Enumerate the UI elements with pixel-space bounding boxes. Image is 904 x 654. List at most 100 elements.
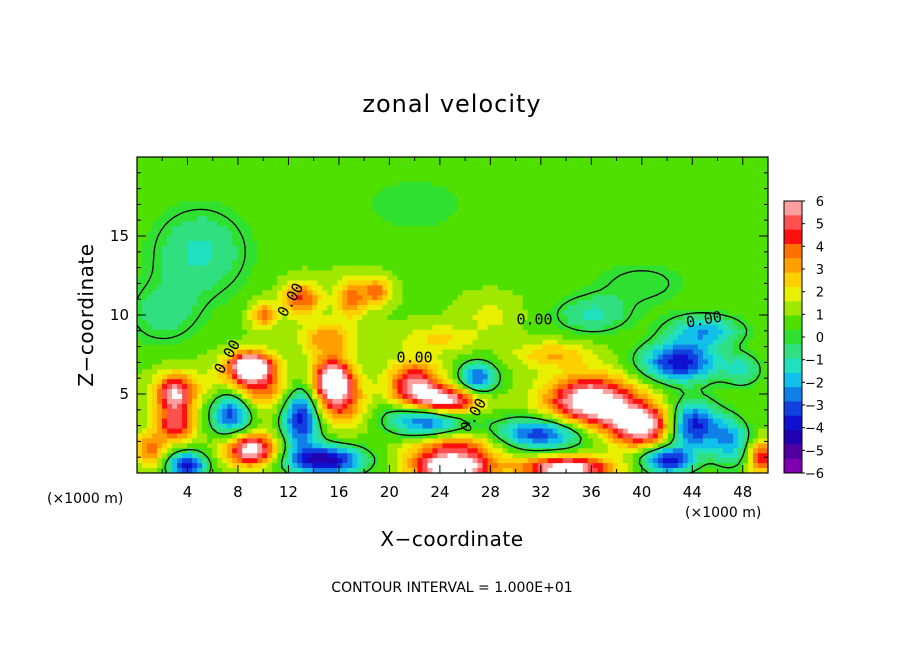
heatmap-cell — [682, 166, 689, 173]
heatmap-cell — [507, 339, 514, 346]
heatmap-cell — [287, 226, 293, 232]
heatmap-cell — [412, 166, 419, 173]
heatmap-cell — [452, 265, 459, 272]
heatmap-cell — [522, 250, 529, 257]
heatmap-cell — [307, 236, 313, 242]
heatmap-cell — [292, 295, 298, 301]
heatmap-cell — [487, 226, 494, 232]
heatmap-cell — [277, 329, 283, 336]
heatmap-cell — [632, 226, 639, 232]
heatmap-cell — [267, 186, 273, 193]
heatmap-cell — [237, 196, 243, 203]
heatmap-cell — [572, 255, 579, 262]
heatmap-cell — [677, 186, 684, 193]
heatmap-cell — [282, 329, 288, 336]
heatmap-cell — [277, 349, 283, 356]
heatmap-cell — [432, 186, 439, 193]
heatmap-cell — [397, 300, 404, 306]
heatmap-cell — [427, 285, 434, 291]
heatmap-cell — [682, 191, 689, 198]
heatmap-cell — [757, 201, 764, 207]
heatmap-cell — [302, 339, 308, 346]
heatmap-cell — [187, 161, 193, 168]
heatmap-cell — [742, 181, 749, 188]
heatmap-cell — [502, 196, 509, 203]
heatmap-cell — [547, 255, 554, 262]
heatmap-cell — [457, 344, 464, 351]
heatmap-cell — [747, 186, 754, 193]
heatmap-cell — [562, 329, 569, 336]
heatmap-cell — [557, 176, 564, 183]
heatmap-cell — [562, 260, 569, 267]
heatmap-cell — [427, 226, 434, 232]
heatmap-cell — [592, 211, 599, 217]
heatmap-cell — [747, 334, 754, 341]
heatmap-cell — [297, 216, 303, 222]
heatmap-cell — [467, 285, 474, 291]
heatmap-cell — [697, 166, 704, 173]
heatmap-cell — [357, 161, 363, 168]
heatmap-cell — [562, 280, 569, 286]
heatmap-cell — [537, 255, 544, 262]
heatmap-cell — [622, 236, 629, 242]
heatmap-cell — [332, 285, 338, 291]
heatmap-cell — [742, 334, 749, 341]
heatmap-cell — [632, 206, 639, 212]
heatmap-cell — [152, 186, 158, 193]
heatmap-cell — [322, 216, 328, 222]
heatmap-cell — [317, 349, 323, 356]
heatmap-cell — [487, 196, 494, 203]
heatmap-cell — [397, 349, 404, 356]
heatmap-cell — [642, 171, 649, 178]
heatmap-cell — [292, 206, 298, 212]
heatmap-cell — [662, 300, 669, 306]
heatmap-cell — [597, 206, 604, 212]
heatmap-cell — [157, 221, 163, 227]
heatmap-cell — [737, 310, 744, 316]
heatmap-cell — [152, 240, 158, 247]
heatmap-cell — [152, 270, 158, 277]
heatmap-cell — [762, 260, 768, 267]
heatmap-cell — [292, 290, 298, 296]
heatmap-cell — [197, 324, 203, 331]
heatmap-cell — [292, 315, 298, 321]
heatmap-cell — [202, 339, 208, 346]
heatmap-cell — [397, 344, 404, 351]
heatmap-cell — [502, 344, 509, 351]
heatmap-cell — [167, 300, 173, 306]
heatmap-cell — [622, 176, 629, 183]
heatmap-cell — [617, 181, 624, 188]
heatmap-cell — [322, 240, 328, 247]
heatmap-cell — [417, 275, 424, 282]
heatmap-cell — [412, 315, 419, 321]
heatmap-cell — [367, 240, 373, 247]
heatmap-cell — [542, 191, 549, 198]
heatmap-cell — [622, 161, 629, 168]
heatmap-cell — [432, 310, 439, 316]
heatmap-cell — [272, 211, 278, 217]
heatmap-cell — [512, 290, 519, 296]
heatmap-cell — [717, 324, 724, 331]
heatmap-cell — [557, 270, 564, 277]
heatmap-cell — [627, 250, 634, 257]
heatmap-cell — [632, 196, 639, 203]
heatmap-cell — [617, 171, 624, 178]
heatmap-cell — [292, 211, 298, 217]
heatmap-cell — [757, 186, 764, 193]
heatmap-cell — [697, 275, 704, 282]
heatmap-cell — [302, 161, 308, 168]
heatmap-cell — [287, 211, 293, 217]
heatmap-cell — [422, 236, 429, 242]
heatmap-cell — [152, 265, 158, 272]
heatmap-cell — [207, 334, 213, 341]
heatmap-cell — [207, 319, 213, 326]
heatmap-cell — [207, 300, 213, 306]
heatmap-cell — [472, 334, 479, 341]
heatmap-cell — [462, 319, 469, 326]
heatmap-cell — [752, 226, 759, 232]
heatmap-cell — [582, 176, 589, 183]
heatmap-cell — [442, 206, 449, 212]
heatmap-cell — [212, 310, 218, 316]
heatmap-cell — [352, 280, 358, 286]
heatmap-cell — [332, 245, 338, 252]
